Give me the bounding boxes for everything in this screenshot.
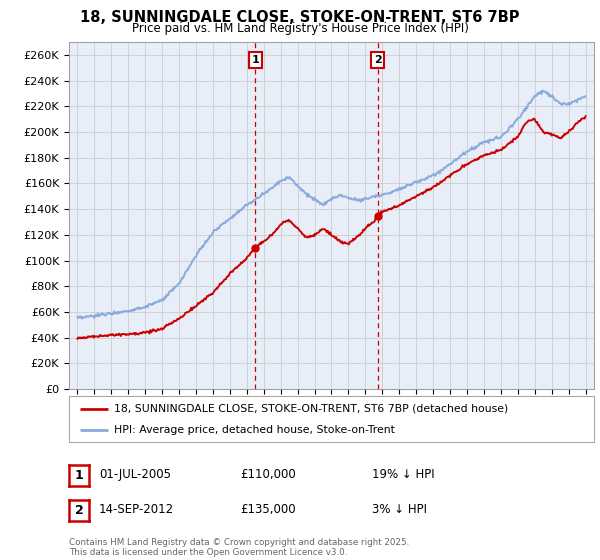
Text: 19% ↓ HPI: 19% ↓ HPI [372, 468, 434, 482]
Text: 18, SUNNINGDALE CLOSE, STOKE-ON-TRENT, ST6 7BP (detached house): 18, SUNNINGDALE CLOSE, STOKE-ON-TRENT, S… [113, 404, 508, 414]
Text: 2: 2 [374, 55, 382, 65]
Text: Contains HM Land Registry data © Crown copyright and database right 2025.
This d: Contains HM Land Registry data © Crown c… [69, 538, 409, 557]
Text: 01-JUL-2005: 01-JUL-2005 [99, 468, 171, 482]
Text: 3% ↓ HPI: 3% ↓ HPI [372, 503, 427, 516]
Text: Price paid vs. HM Land Registry's House Price Index (HPI): Price paid vs. HM Land Registry's House … [131, 22, 469, 35]
Text: 14-SEP-2012: 14-SEP-2012 [99, 503, 174, 516]
Text: £135,000: £135,000 [240, 503, 296, 516]
Text: HPI: Average price, detached house, Stoke-on-Trent: HPI: Average price, detached house, Stok… [113, 425, 395, 435]
Text: 2: 2 [75, 503, 83, 517]
Text: 1: 1 [75, 469, 83, 482]
Text: £110,000: £110,000 [240, 468, 296, 482]
Text: 1: 1 [251, 55, 259, 65]
Text: 18, SUNNINGDALE CLOSE, STOKE-ON-TRENT, ST6 7BP: 18, SUNNINGDALE CLOSE, STOKE-ON-TRENT, S… [80, 10, 520, 25]
